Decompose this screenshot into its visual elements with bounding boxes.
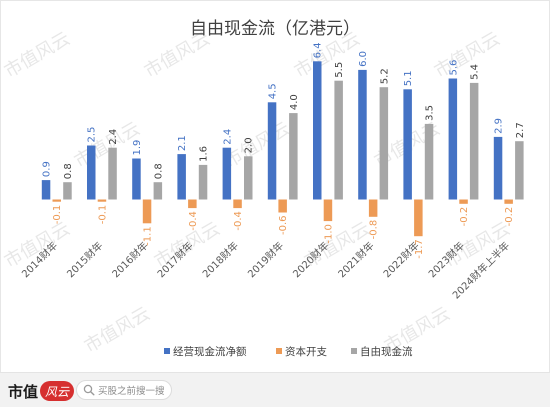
legend-swatch [276, 348, 282, 354]
chart-title: 自由现金流（亿港元） [190, 19, 360, 39]
bar [244, 156, 253, 200]
bar [289, 113, 298, 200]
search-input[interactable]: 买股之前搜一搜 [76, 380, 172, 400]
search-icon [83, 384, 95, 396]
search-placeholder: 买股之前搜一搜 [98, 386, 165, 397]
bar [493, 136, 503, 200]
bar [52, 199, 61, 202]
bar [358, 69, 367, 200]
data-label: 2.0 [244, 137, 255, 153]
bar [188, 199, 197, 209]
data-label: 2.4 [222, 129, 233, 145]
data-label: 3.5 [425, 105, 436, 121]
data-label: -0.2 [459, 207, 470, 227]
bar [97, 199, 107, 202]
data-label: -0.6 [278, 216, 289, 236]
data-label: 4.5 [268, 83, 279, 99]
bar [313, 61, 322, 200]
brand-mark: 风云 [40, 381, 75, 401]
data-label: 2.5 [87, 127, 98, 143]
legend-label: 经营现金流净额 [173, 345, 247, 358]
bar [87, 145, 96, 200]
data-label: 1.6 [199, 146, 210, 162]
bar [198, 164, 208, 200]
brand-logo[interactable]: 市值 风云 [8, 380, 75, 402]
bar [153, 182, 163, 200]
bar [177, 154, 186, 200]
bar [459, 199, 468, 204]
data-label: 2.7 [515, 122, 526, 138]
bar [108, 147, 117, 200]
data-label: 5.6 [448, 60, 459, 76]
bar [469, 82, 479, 200]
bar [142, 199, 152, 224]
bar [403, 89, 412, 200]
footer-bar: 市值 风云 买股之前搜一搜 [0, 372, 550, 407]
legend-label: 自由现金流 [360, 345, 413, 358]
bar-layer [41, 61, 524, 237]
legend-swatch [351, 348, 357, 354]
category-label: 2016财年 [109, 239, 150, 280]
data-label: 6.4 [313, 42, 324, 58]
data-label: 0.8 [63, 163, 74, 179]
data-label: 1.9 [132, 140, 143, 156]
bar [233, 199, 242, 209]
bar [515, 141, 524, 200]
data-label: -0.1 [52, 205, 63, 225]
bar [379, 87, 389, 200]
bar [414, 199, 423, 237]
bar [504, 199, 513, 204]
data-label: 5.2 [379, 68, 390, 84]
data-label: -1.1 [143, 226, 154, 246]
watermark-text: 市值风云 [431, 28, 504, 82]
data-label: -1.0 [323, 224, 334, 244]
bar [448, 78, 458, 200]
bar [41, 180, 51, 200]
bar [334, 80, 343, 200]
category-label-layer: 2014财年 2015财年 2016财年 2017财年 2018财年 2019财年 2020… [19, 239, 512, 302]
data-label: 5.5 [334, 62, 345, 78]
bar [278, 199, 287, 213]
category-label: 2019财年 [245, 239, 286, 280]
data-label: 2.1 [177, 135, 188, 151]
data-label: -0.4 [233, 211, 244, 231]
data-label: -0.4 [188, 211, 199, 231]
bar [424, 123, 434, 200]
watermark-text: 市值风云 [81, 303, 154, 357]
data-label: -0.8 [369, 220, 380, 240]
data-label: 6.0 [358, 51, 369, 67]
watermark-text: 市值风云 [1, 28, 74, 82]
legend-label: 资本开支 [285, 345, 327, 358]
brand-name: 市值 [8, 382, 39, 401]
bar [222, 147, 232, 200]
bar [323, 199, 333, 222]
data-label: -1.7 [414, 239, 425, 259]
data-label: -0.2 [504, 207, 515, 227]
data-label: 0.9 [42, 161, 53, 177]
bar [63, 182, 72, 200]
data-label: 2.9 [494, 118, 505, 134]
legend-swatch [164, 348, 170, 354]
bar [132, 158, 141, 200]
data-label: -0.1 [97, 205, 108, 225]
value-label-layer: 0.9 -0.1 0.8 2.5 -0.1 2.4 1.9 -1.1 0.8 2.1 -0.4 1.6… [42, 42, 526, 258]
data-label: 4.0 [289, 94, 300, 110]
category-label: 2015财年 [64, 239, 105, 280]
data-label: 0.8 [153, 163, 164, 179]
bar [368, 199, 378, 217]
legend: 经营现金流净额 资本开支 自由现金流 [164, 345, 413, 358]
data-label: 5.1 [403, 70, 414, 86]
data-label: 2.4 [108, 129, 119, 145]
bar [267, 102, 277, 200]
data-label: 5.4 [470, 64, 481, 80]
